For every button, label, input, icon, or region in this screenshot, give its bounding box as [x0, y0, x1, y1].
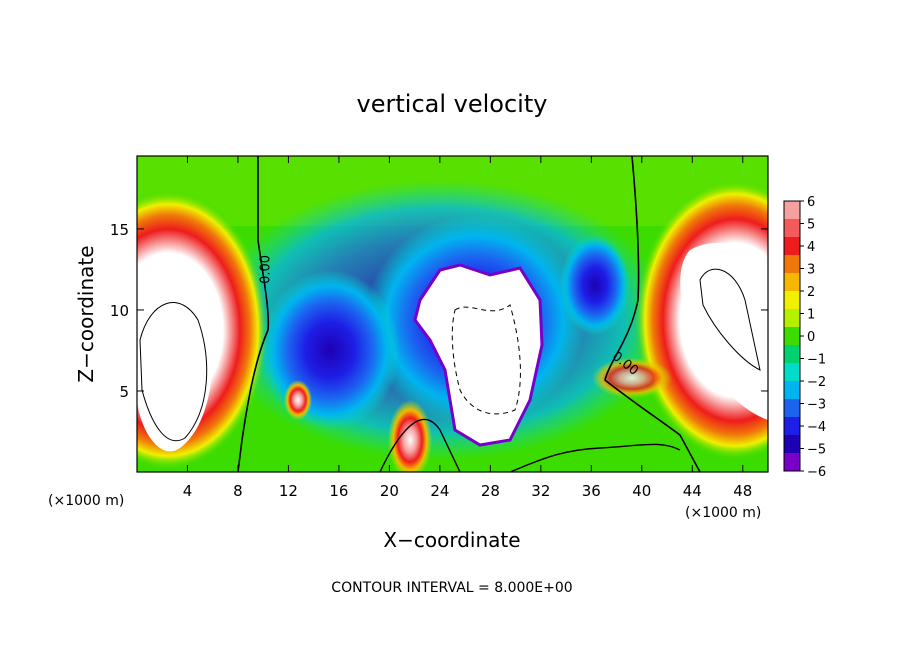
colorbar-swatch	[784, 453, 800, 472]
zero-contour-right	[604, 156, 701, 472]
colorbar-tick-label: −2	[807, 375, 826, 390]
contour-dashed-downdraft	[451, 304, 521, 415]
colorbar-swatch	[784, 201, 800, 220]
contour-right-core	[699, 268, 761, 371]
zero-contour-left	[237, 156, 270, 472]
y-tick-label: 5	[119, 383, 129, 401]
downdraft-left-lobe	[260, 270, 400, 430]
colorbar-swatch	[784, 327, 800, 346]
colorbar-tick-label: −5	[807, 443, 826, 458]
downdraft-right-lobe	[560, 235, 630, 335]
colorbar-swatch	[784, 417, 800, 436]
x-tick-label: 40	[632, 482, 651, 500]
x-tick-label: 32	[531, 482, 550, 500]
colorbar-swatch	[784, 291, 800, 310]
colorbar-tick-label: 0	[807, 330, 815, 345]
zero-contour-bottom	[379, 418, 681, 472]
x-tick-label: 16	[329, 482, 348, 500]
colorbar-swatch	[784, 309, 800, 328]
x-tick-label: 44	[683, 482, 702, 500]
colorbar-tick-label: 4	[807, 240, 815, 255]
colorbar-swatch	[784, 435, 800, 454]
colorbar-swatch	[784, 345, 800, 364]
right-updraft-core	[680, 242, 768, 420]
colorbar-tick-label: −4	[807, 420, 826, 435]
x-axis-label: X−coordinate	[383, 528, 520, 552]
contour-left-core	[139, 302, 208, 441]
colorbar: 6 5 4 3 2 1 0 −1 −2 −3 −4 −5 −6	[783, 195, 826, 480]
x-tick-label: 24	[430, 482, 449, 500]
plot-frame	[136, 155, 769, 473]
x-tick-label: 48	[733, 482, 752, 500]
colorbar-swatch	[784, 255, 800, 274]
y-tick-label: 10	[110, 302, 129, 320]
colorbar-tick-label: 1	[807, 308, 815, 323]
colorbar-tick-label: 2	[807, 285, 815, 300]
colorbar-tick-label: −6	[807, 465, 826, 480]
colorbar-tick-label: 3	[807, 263, 815, 278]
y-axis-label: Z−coordinate	[74, 245, 98, 382]
x-tick-label: 20	[380, 482, 399, 500]
x-unit-right: (×1000 m)	[685, 505, 761, 521]
contour-label: 0.00	[259, 255, 274, 284]
colorbar-swatch	[784, 399, 800, 418]
y-tick-label: 15	[110, 221, 129, 239]
x-tick-label: 4	[183, 482, 193, 500]
x-axis-ticks: 4 8 12 16 20 24 28 32 36 40 44 48	[183, 156, 752, 500]
colorbar-tick-label: 6	[807, 195, 815, 210]
low-updraft-13km	[284, 380, 312, 420]
downdraft-white-core	[413, 263, 544, 447]
y-axis-ticks: 5 10 15	[110, 221, 768, 401]
left-updraft-core	[137, 264, 213, 452]
x-tick-label: 8	[233, 482, 243, 500]
x-tick-label: 36	[582, 482, 601, 500]
colorbar-swatch	[784, 381, 800, 400]
x-tick-label: 28	[481, 482, 500, 500]
colorbar-swatch	[784, 363, 800, 382]
colorbar-swatch	[784, 219, 800, 238]
velocity-field	[137, 156, 768, 472]
low-updraft-right	[592, 358, 672, 398]
colorbar-tick-label: −3	[807, 398, 826, 413]
colorbar-swatch	[784, 273, 800, 292]
x-tick-label: 12	[279, 482, 298, 500]
chart-title: vertical velocity	[357, 90, 548, 118]
colorbar-swatch	[784, 237, 800, 256]
colorbar-tick-label: 5	[807, 218, 815, 233]
colorbar-tick-label: −1	[807, 353, 826, 368]
contour-interval-note: CONTOUR INTERVAL = 8.000E+00	[331, 580, 572, 596]
x-unit-left: (×1000 m)	[48, 493, 124, 509]
low-updraft-20km	[388, 400, 432, 472]
